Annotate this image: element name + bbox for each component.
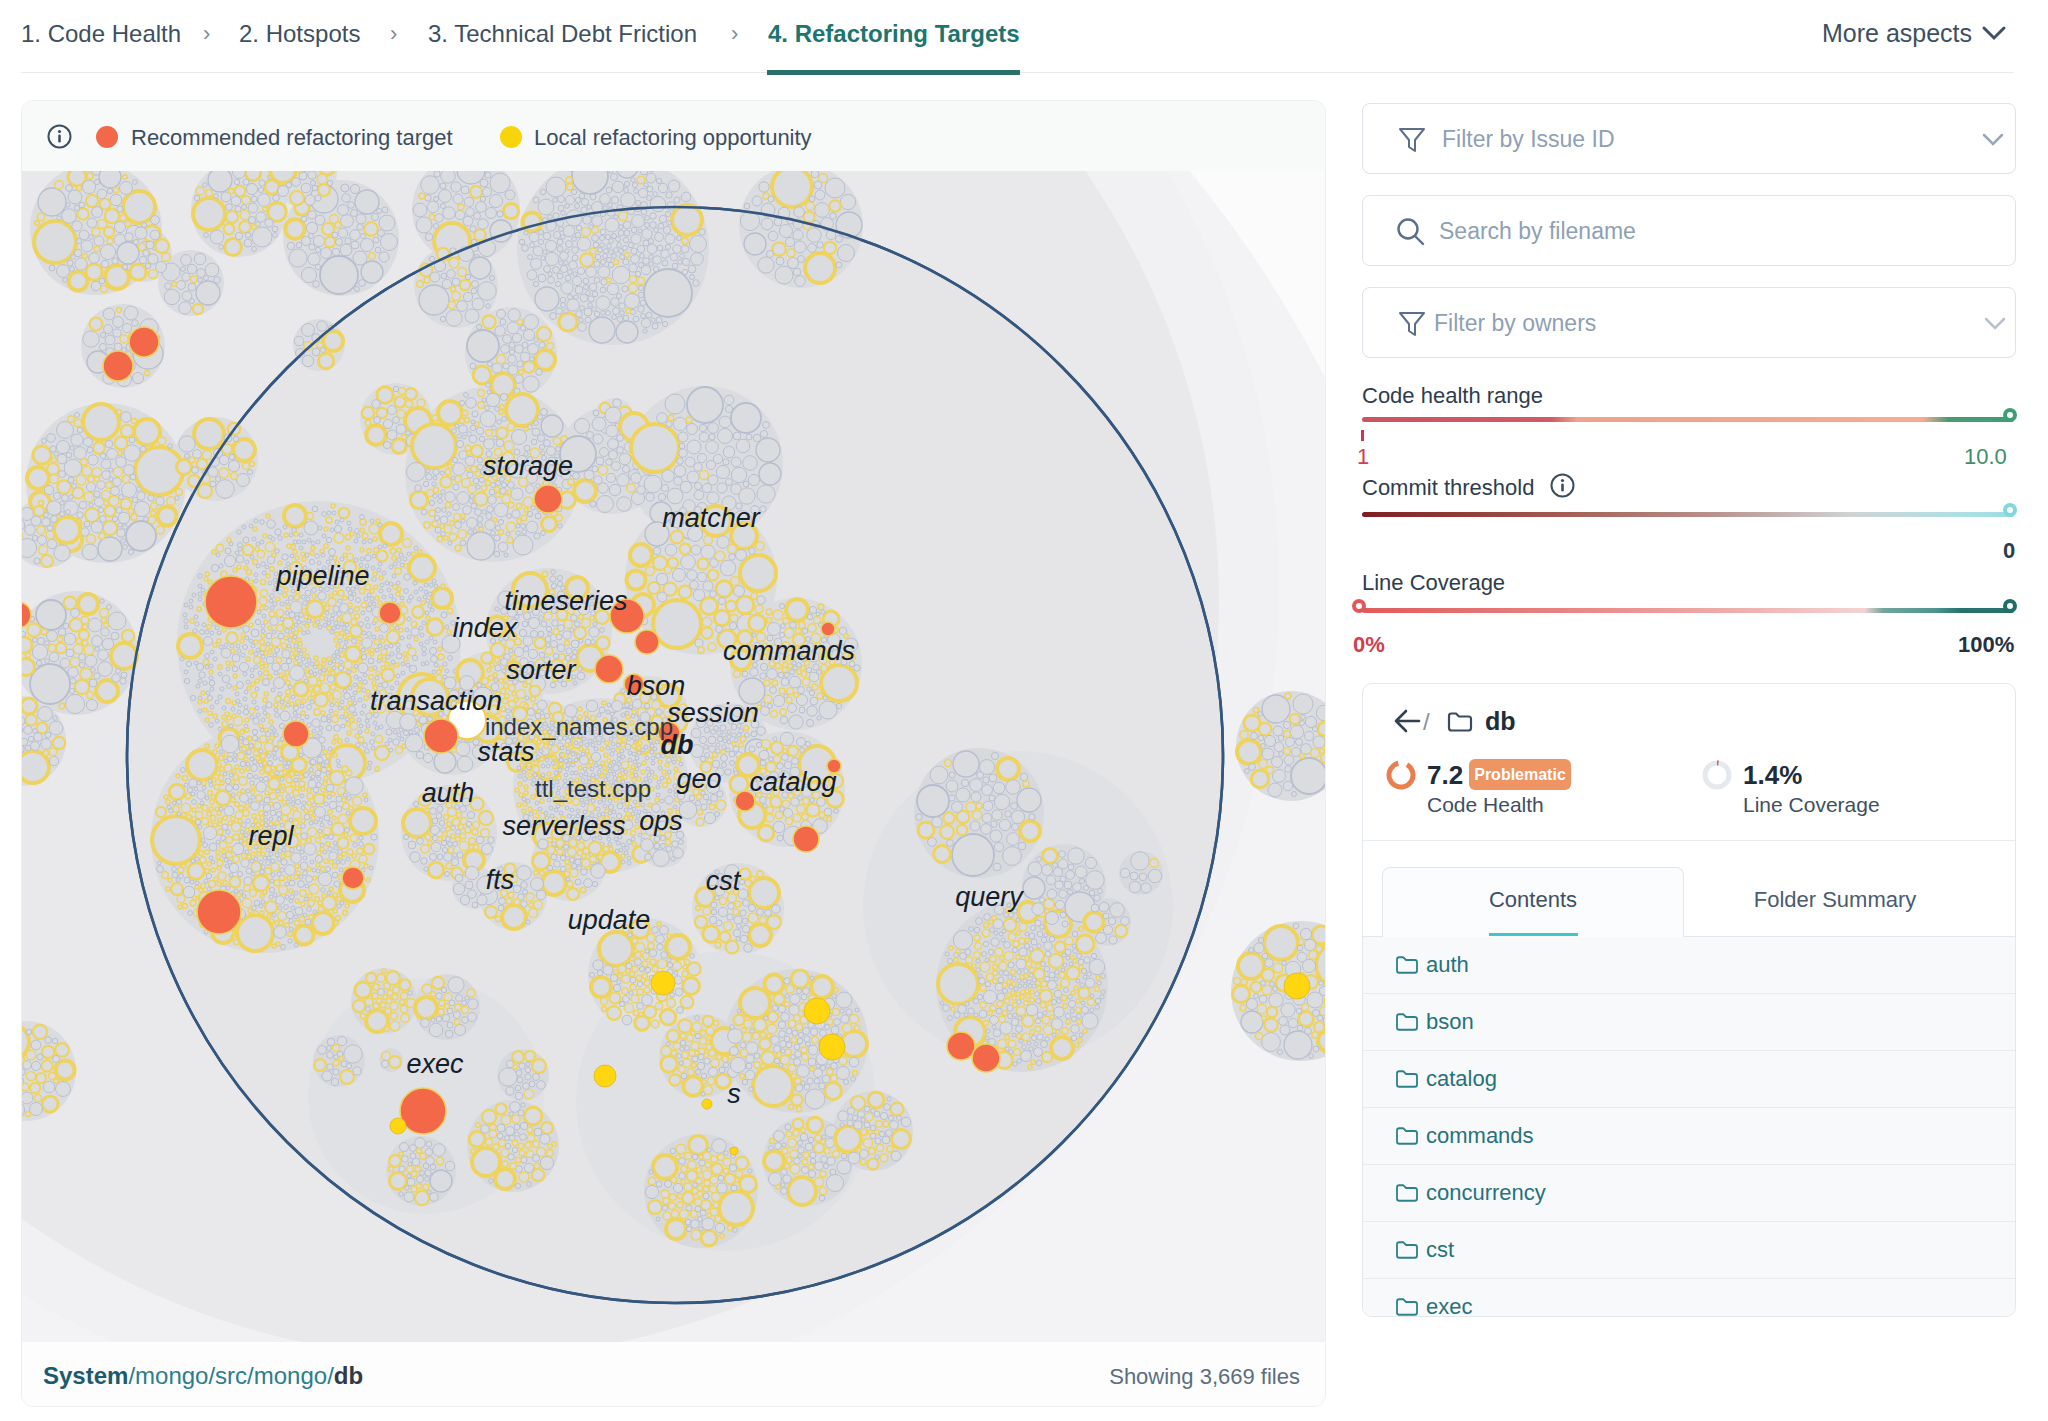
- svg-text:timeseries: timeseries: [504, 586, 627, 616]
- svg-text:query: query: [955, 882, 1024, 912]
- svg-text:commands: commands: [723, 636, 855, 666]
- svg-text:session: session: [667, 698, 759, 728]
- svg-text:exec: exec: [406, 1049, 464, 1079]
- svg-text:geo: geo: [676, 764, 721, 794]
- svg-text:update: update: [568, 905, 651, 935]
- svg-text:stats: stats: [477, 737, 534, 767]
- svg-text:ops: ops: [639, 806, 683, 836]
- svg-text:s: s: [727, 1079, 741, 1109]
- svg-text:db: db: [661, 730, 694, 760]
- svg-text:transaction: transaction: [370, 686, 502, 716]
- svg-text:fts: fts: [486, 865, 515, 895]
- svg-text:catalog: catalog: [749, 767, 836, 797]
- svg-text:storage: storage: [483, 451, 573, 481]
- svg-text:repl: repl: [248, 821, 294, 851]
- svg-text:ttl_test.cpp: ttl_test.cpp: [535, 775, 651, 802]
- svg-text:serverless: serverless: [502, 811, 625, 841]
- svg-text:bson: bson: [627, 671, 686, 701]
- svg-text:cst: cst: [706, 866, 742, 896]
- svg-text:index: index: [453, 613, 519, 643]
- svg-text:sorter: sorter: [506, 655, 576, 685]
- svg-text:matcher: matcher: [662, 503, 761, 533]
- svg-text:auth: auth: [422, 778, 475, 808]
- svg-text:pipeline: pipeline: [275, 561, 369, 591]
